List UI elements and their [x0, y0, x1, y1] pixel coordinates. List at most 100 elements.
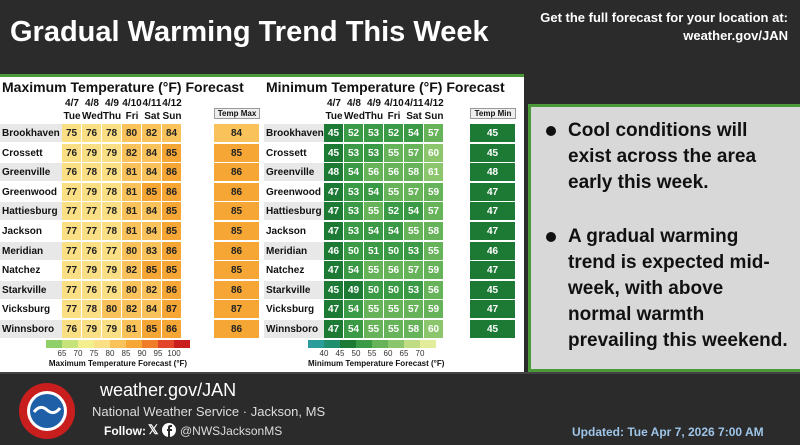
summary-cell: 45 — [470, 280, 516, 300]
temp-cell: 76 — [62, 320, 82, 339]
bullet-dot — [546, 232, 556, 242]
temp-cell: 53 — [344, 143, 364, 163]
temp-cell: 53 — [404, 280, 424, 300]
temp-cell: 84 — [142, 143, 162, 163]
temp-cell: 55 — [364, 261, 384, 281]
city: Natchez — [0, 261, 62, 281]
summary-cell: 45 — [470, 143, 516, 163]
temp-cell: 55 — [424, 241, 444, 261]
temp-cell: 47 — [324, 182, 344, 202]
day: Wed — [82, 111, 103, 122]
day: Sat — [406, 111, 422, 122]
summary-cell: 87 — [214, 300, 260, 320]
cta: Get the full forecast for your location … — [540, 10, 788, 25]
legend-bin — [158, 340, 174, 348]
legend-bin — [404, 340, 420, 348]
city: Meridian — [0, 241, 62, 261]
temp-cell: 82 — [122, 143, 142, 163]
temp-cell: 77 — [82, 222, 102, 241]
legend-bin — [324, 340, 340, 348]
city: Winnsboro — [264, 320, 324, 339]
temp-cell: 52 — [384, 202, 404, 222]
temp-cell: 50 — [364, 280, 384, 300]
summary-cell: 45 — [470, 124, 516, 143]
temp-cell: 81 — [122, 222, 142, 241]
temp-cell: 57 — [404, 143, 424, 163]
city: Vicksburg — [0, 300, 62, 320]
city: Brookhaven — [0, 124, 62, 143]
temp-cell: 79 — [82, 182, 102, 202]
temp-cell: 54 — [404, 124, 424, 143]
city: Starkville — [0, 280, 62, 300]
temp-cell: 56 — [364, 163, 384, 183]
date: 4/8 — [347, 98, 361, 109]
legend-tick: 90 — [137, 349, 147, 358]
legend-bin — [308, 340, 324, 348]
legend-label: Maximum Temperature Forecast (°F) — [48, 359, 188, 368]
temp-cell: 55 — [364, 202, 384, 222]
footer-url[interactable]: weather.gov/JAN — [100, 380, 237, 400]
temp-cell: 86 — [162, 280, 182, 300]
summary-cell: 85 — [214, 222, 260, 241]
facebook-icon[interactable] — [162, 423, 176, 437]
summary-cell: 86 — [214, 163, 260, 183]
temp-cell: 85 — [142, 320, 162, 339]
temp-cell: 50 — [344, 241, 364, 261]
temp-cell: 53 — [364, 143, 384, 163]
temp-cell: 53 — [344, 182, 364, 202]
cta-url[interactable]: weather.gov/JAN — [683, 28, 788, 43]
day: Sun — [162, 111, 182, 122]
temp-cell: 59 — [424, 300, 444, 320]
temp-cell: 77 — [62, 202, 82, 222]
legend-bin — [420, 340, 436, 348]
temp-cell: 77 — [62, 261, 82, 281]
date: 4/12 — [424, 98, 444, 109]
temp-cell: 57 — [404, 300, 424, 320]
temp-cell: 76 — [82, 241, 102, 261]
temp-cell: 78 — [102, 163, 122, 183]
temp-cell: 52 — [384, 124, 404, 143]
city: Greenville — [264, 163, 324, 183]
city: Starkville — [264, 280, 324, 300]
temp-cell: 81 — [122, 163, 142, 183]
title: Gradual Warming Trend This Week — [10, 16, 489, 48]
temp-cell: 86 — [162, 163, 182, 183]
temp-cell: 56 — [384, 261, 404, 281]
city: Brookhaven — [264, 124, 324, 143]
legend-tick: 65 — [57, 349, 67, 358]
temp-cell: 85 — [142, 261, 162, 281]
summary-cell: 46 — [470, 241, 516, 261]
temp-cell: 80 — [122, 124, 142, 143]
legend-tick: 55 — [367, 349, 377, 358]
city: Hattiesburg — [0, 202, 62, 222]
legend-bin — [174, 340, 190, 348]
temp-cell: 78 — [102, 202, 122, 222]
date: 4/8 — [85, 98, 99, 109]
x-icon[interactable]: 𝕏 — [148, 422, 159, 437]
temp-cell: 57 — [424, 124, 444, 143]
temp-cell: 85 — [162, 202, 182, 222]
summary-cell: 85 — [214, 202, 260, 222]
temp-cell: 82 — [142, 124, 162, 143]
summary-cell: 85 — [214, 143, 260, 163]
temp-cell: 47 — [324, 202, 344, 222]
handle[interactable]: @NWSJacksonMS — [180, 424, 283, 438]
table-title: Minimum Temperature (°F) Forecast — [266, 79, 505, 95]
temp-cell: 49 — [344, 280, 364, 300]
temp-cell: 79 — [82, 143, 102, 163]
temp-cell: 45 — [324, 124, 344, 143]
temp-cell: 77 — [62, 280, 82, 300]
temp-cell: 82 — [142, 280, 162, 300]
temp-cell: 59 — [424, 261, 444, 281]
temp-cell: 76 — [62, 143, 82, 163]
temp-cell: 46 — [324, 241, 344, 261]
temp-cell: 76 — [102, 280, 122, 300]
temp-cell: 54 — [344, 320, 364, 339]
temp-cell: 76 — [82, 124, 102, 143]
temp-cell: 82 — [122, 300, 142, 320]
day: Fri — [125, 111, 139, 122]
city: Vicksburg — [264, 300, 324, 320]
temp-cell: 56 — [424, 280, 444, 300]
summary-cell: 47 — [470, 261, 516, 281]
legend-tick: 80 — [105, 349, 115, 358]
